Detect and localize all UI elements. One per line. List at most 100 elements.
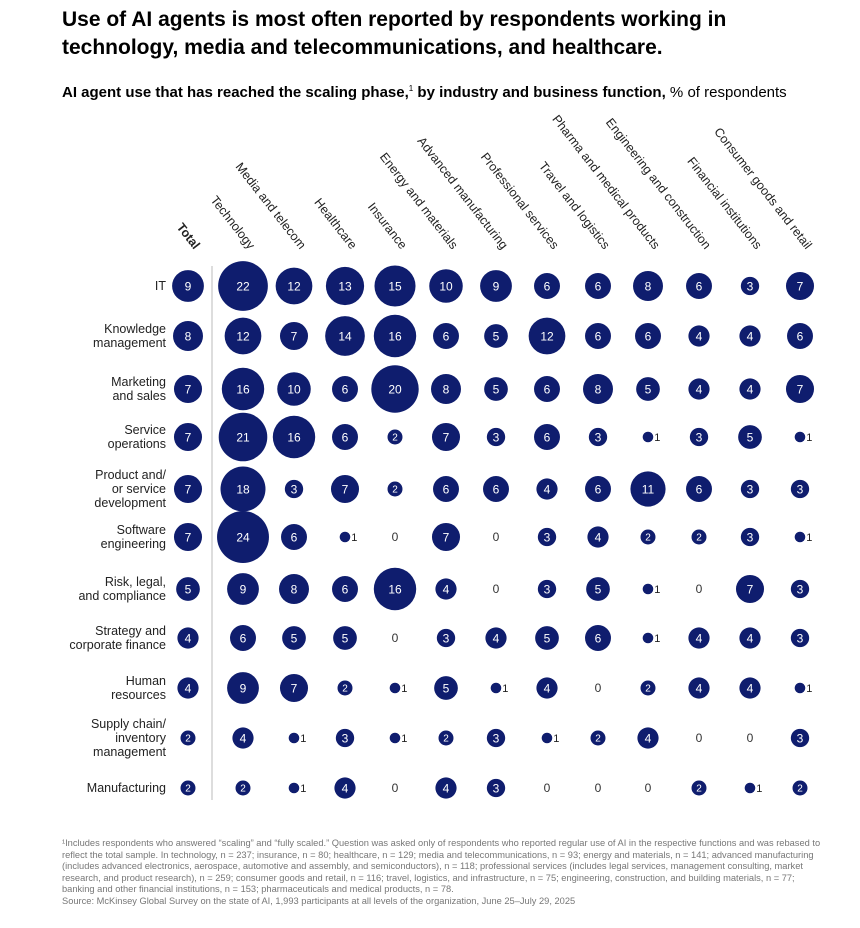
bubble [640,529,656,545]
column-label: Pharma and medical products [549,112,662,251]
bubble [279,574,309,604]
value-label: 12 [540,330,554,344]
value-label: 16 [287,431,301,445]
value-label: 7 [443,431,450,445]
value-label: 16 [388,583,402,597]
value-label: 3 [797,732,804,746]
bubble [387,481,403,497]
value-label: 1 [806,683,812,695]
value-label: 11 [642,483,655,497]
bubble [585,625,611,651]
bubble [739,627,761,649]
value-label: 3 [291,483,298,497]
bubble [486,427,506,447]
value-label: 0 [696,731,703,745]
bubble [536,478,558,500]
bubble [739,325,761,347]
value-label: 0 [544,781,551,795]
bubble [640,680,656,696]
value-label: 2 [185,734,191,745]
row-label: and compliance [78,589,166,603]
bubble [387,429,403,445]
value-label: 4 [443,583,450,597]
bubble [220,466,266,512]
value-label: 18 [236,483,250,497]
column-label: Consumer goods and retail [711,125,814,252]
value-label: 6 [443,330,450,344]
row-label: Service [124,423,166,437]
value-label: 2 [797,784,803,795]
value-label: 4 [645,732,652,746]
bubble [374,265,416,307]
column-label: Advanced manufacturing [415,134,511,252]
bubble [232,727,254,749]
row-label: management [93,745,166,759]
bubble [272,415,316,459]
value-label: 4 [493,632,500,646]
value-label: 0 [696,582,703,596]
bubble [490,682,502,694]
bubble [585,476,611,502]
value-label: 21 [236,431,250,445]
value-label: 3 [493,782,500,796]
bubble [636,377,660,401]
value-label: 1 [351,532,357,544]
bubble [431,522,461,552]
bubble [790,728,810,748]
bubble [588,427,608,447]
value-label: 3 [797,483,804,497]
bubble [279,321,309,351]
value-label: 4 [544,483,551,497]
value-label: 5 [645,383,652,397]
bubble [485,627,507,649]
bubble [484,377,508,401]
bubble [794,682,806,694]
bubble [534,376,560,402]
bubble [431,422,461,452]
value-label: 8 [185,330,192,344]
bubble [486,778,506,798]
bubble [688,325,710,347]
bubble [642,431,654,443]
bubble [435,578,457,600]
value-label: 4 [747,330,754,344]
value-label: 6 [544,280,551,294]
bubble [373,567,417,611]
bubble [486,728,506,748]
value-label: 1 [756,783,762,795]
bubble [173,374,203,404]
bubble [325,316,365,356]
bubble [277,372,311,406]
bubble [389,732,401,744]
value-label: 6 [696,280,703,294]
value-label: 2 [696,784,702,795]
bubble [429,269,463,303]
bubble [434,676,458,700]
row-label: Software [117,523,166,537]
value-label: 0 [645,781,652,795]
bubble [633,271,663,301]
value-label: 2 [645,684,651,695]
value-label: 3 [493,732,500,746]
row-label: Strategy and [95,624,166,638]
bubble [275,267,313,305]
bubble [217,511,269,563]
value-label: 5 [291,632,298,646]
bubble [691,529,707,545]
value-label: 4 [240,732,247,746]
value-label: 1 [654,633,660,645]
bubble [630,471,666,507]
bubble [279,673,309,703]
value-label: 4 [185,632,192,646]
value-label: 22 [236,280,250,294]
bubble [435,777,457,799]
value-label: 5 [493,383,500,397]
value-label: 2 [185,784,191,795]
source-note: Source: McKinsey Global Survey on the st… [62,895,576,906]
bubble [332,424,358,450]
value-label: 7 [797,280,804,294]
bubble [371,365,419,413]
bubble [284,479,304,499]
value-label: 4 [747,383,754,397]
bubble [281,524,307,550]
